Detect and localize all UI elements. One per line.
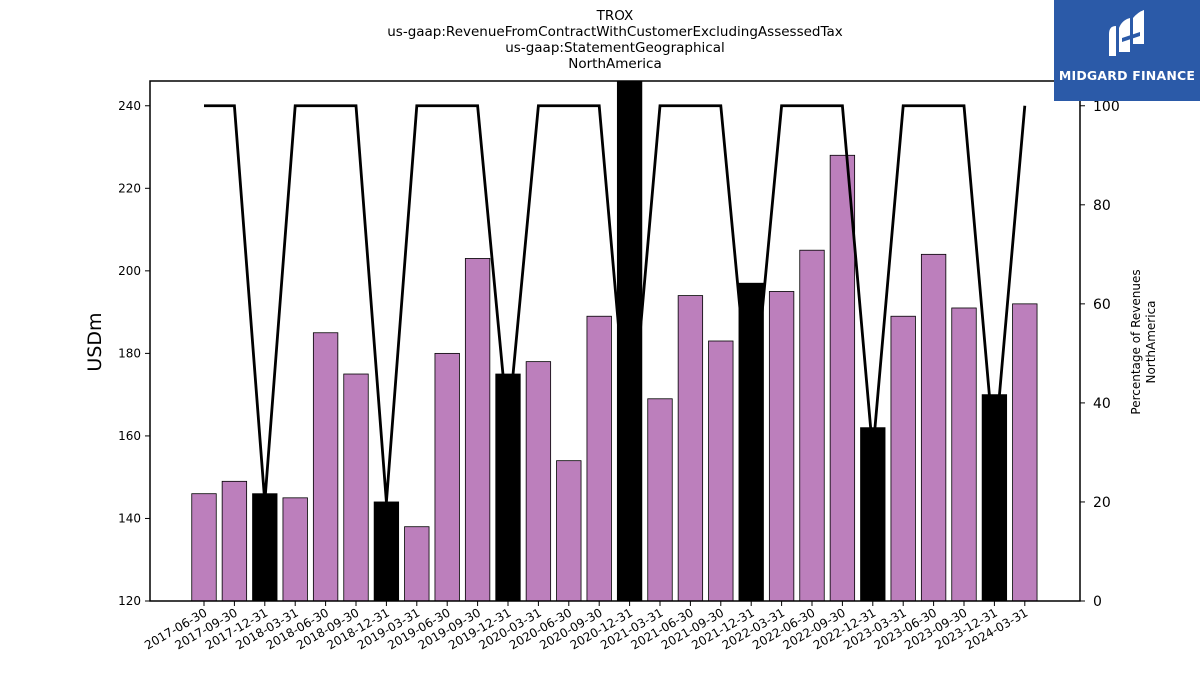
y2-tick-label: 100 [1093, 99, 1120, 115]
bar-2022-03-31 [768, 291, 795, 602]
y2-axis-label-line-1: Percentage of Revenues [1129, 269, 1143, 414]
title-line-2: us-gaap:RevenueFromContractWithCustomerE… [387, 24, 843, 40]
bar-2017-06-30 [191, 493, 217, 602]
bar-2018-03-31 [282, 497, 308, 602]
bar-2018-12-31 [373, 501, 400, 602]
y-axis-label: USDm [84, 312, 106, 371]
bar-2021-09-30 [708, 340, 734, 602]
y2-tick-label: 20 [1093, 495, 1111, 511]
y2-axis-label: Percentage of Revenues NorthAmerica [1129, 269, 1158, 414]
title-line-3: us-gaap:StatementGeographical [505, 40, 724, 56]
bar-2019-06-30 [434, 352, 460, 602]
y2-tick-label: 40 [1093, 396, 1111, 412]
bar-2022-12-31 [860, 427, 886, 602]
y-tick-label: 200 [118, 264, 141, 278]
y-tick-label: 140 [118, 511, 141, 525]
y-tick-label: 220 [118, 181, 141, 195]
plot-frame [149, 80, 1081, 602]
bar-2021-06-30 [677, 295, 704, 602]
bar-2019-03-31 [404, 526, 430, 602]
y2-tick-label: 80 [1093, 198, 1111, 214]
y-tick-label: 120 [118, 594, 141, 608]
bar-2017-12-31 [252, 493, 278, 602]
y2-tick-label: 60 [1093, 297, 1111, 313]
bar-2019-09-30 [464, 258, 491, 602]
midgard-finance-logo: MIDGARD FINANCE [1054, 0, 1200, 101]
bar-2024-03-31 [1012, 303, 1038, 602]
bar-2020-09-30 [586, 315, 612, 602]
midgard-logo-icon [1109, 10, 1144, 56]
bar-2019-12-31 [495, 373, 521, 602]
percentage-line [204, 104, 1027, 503]
bar-2020-03-31 [525, 361, 552, 602]
y-tick-label: 160 [118, 429, 141, 443]
bar-2023-09-30 [951, 307, 977, 602]
y2-tick-label: 0 [1093, 594, 1102, 610]
bar-2023-12-31 [981, 394, 1008, 602]
bar-2021-03-31 [647, 398, 673, 602]
bar-2020-12-31 [616, 80, 643, 602]
logo-text: MIDGARD FINANCE [1058, 68, 1196, 83]
title-line-4: NorthAmerica [568, 56, 661, 72]
bar-2017-09-30 [221, 480, 248, 602]
bar-2020-06-30 [556, 460, 582, 602]
chart-title: TROX us-gaap:RevenueFromContractWithCust… [387, 8, 843, 72]
title-line-1: TROX [596, 8, 634, 24]
bar-2018-06-30 [312, 332, 339, 602]
bar-2023-03-31 [890, 315, 916, 602]
bar-2018-09-30 [343, 373, 369, 602]
bar-2023-06-30 [920, 253, 947, 602]
bar-2022-09-30 [829, 154, 856, 602]
y-tick-label: 240 [118, 99, 141, 113]
bar-2022-06-30 [799, 249, 825, 602]
y-tick-label: 180 [118, 346, 141, 360]
y2-axis-label-line-2: NorthAmerica [1144, 300, 1158, 383]
